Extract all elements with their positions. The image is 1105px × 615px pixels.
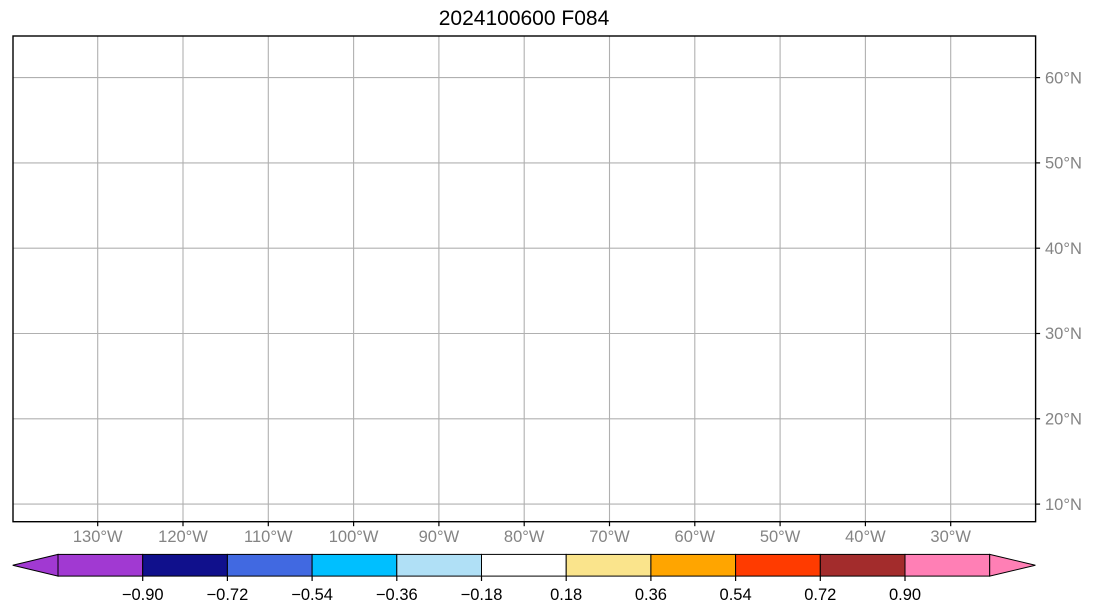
svg-text:80°W: 80°W xyxy=(504,528,545,546)
svg-text:120°W: 120°W xyxy=(158,528,208,546)
svg-text:0.54: 0.54 xyxy=(720,586,752,604)
svg-text:−0.54: −0.54 xyxy=(291,586,333,604)
svg-text:50°N: 50°N xyxy=(1045,155,1082,173)
svg-text:40°W: 40°W xyxy=(845,528,886,546)
svg-text:−0.18: −0.18 xyxy=(461,586,503,604)
svg-text:−0.90: −0.90 xyxy=(122,586,164,604)
svg-text:70°W: 70°W xyxy=(589,528,630,546)
svg-text:2024100600 F084: 2024100600 F084 xyxy=(439,7,610,30)
svg-text:90°W: 90°W xyxy=(419,528,460,546)
svg-text:−0.36: −0.36 xyxy=(376,586,418,604)
svg-text:60°W: 60°W xyxy=(675,528,716,546)
svg-text:10°N: 10°N xyxy=(1045,496,1082,514)
svg-text:50°W: 50°W xyxy=(760,528,801,546)
svg-text:−0.72: −0.72 xyxy=(207,586,249,604)
svg-text:40°N: 40°N xyxy=(1045,240,1082,258)
svg-text:30°W: 30°W xyxy=(930,528,971,546)
svg-text:0.36: 0.36 xyxy=(635,586,667,604)
svg-text:0.18: 0.18 xyxy=(550,586,582,604)
svg-text:60°N: 60°N xyxy=(1045,69,1082,87)
svg-text:110°W: 110°W xyxy=(244,528,293,546)
svg-text:0.72: 0.72 xyxy=(804,586,836,604)
svg-text:0.90: 0.90 xyxy=(889,586,921,604)
svg-text:30°N: 30°N xyxy=(1045,325,1082,343)
svg-text:100°W: 100°W xyxy=(329,528,379,546)
svg-text:130°W: 130°W xyxy=(73,528,123,546)
svg-text:20°N: 20°N xyxy=(1045,411,1082,429)
